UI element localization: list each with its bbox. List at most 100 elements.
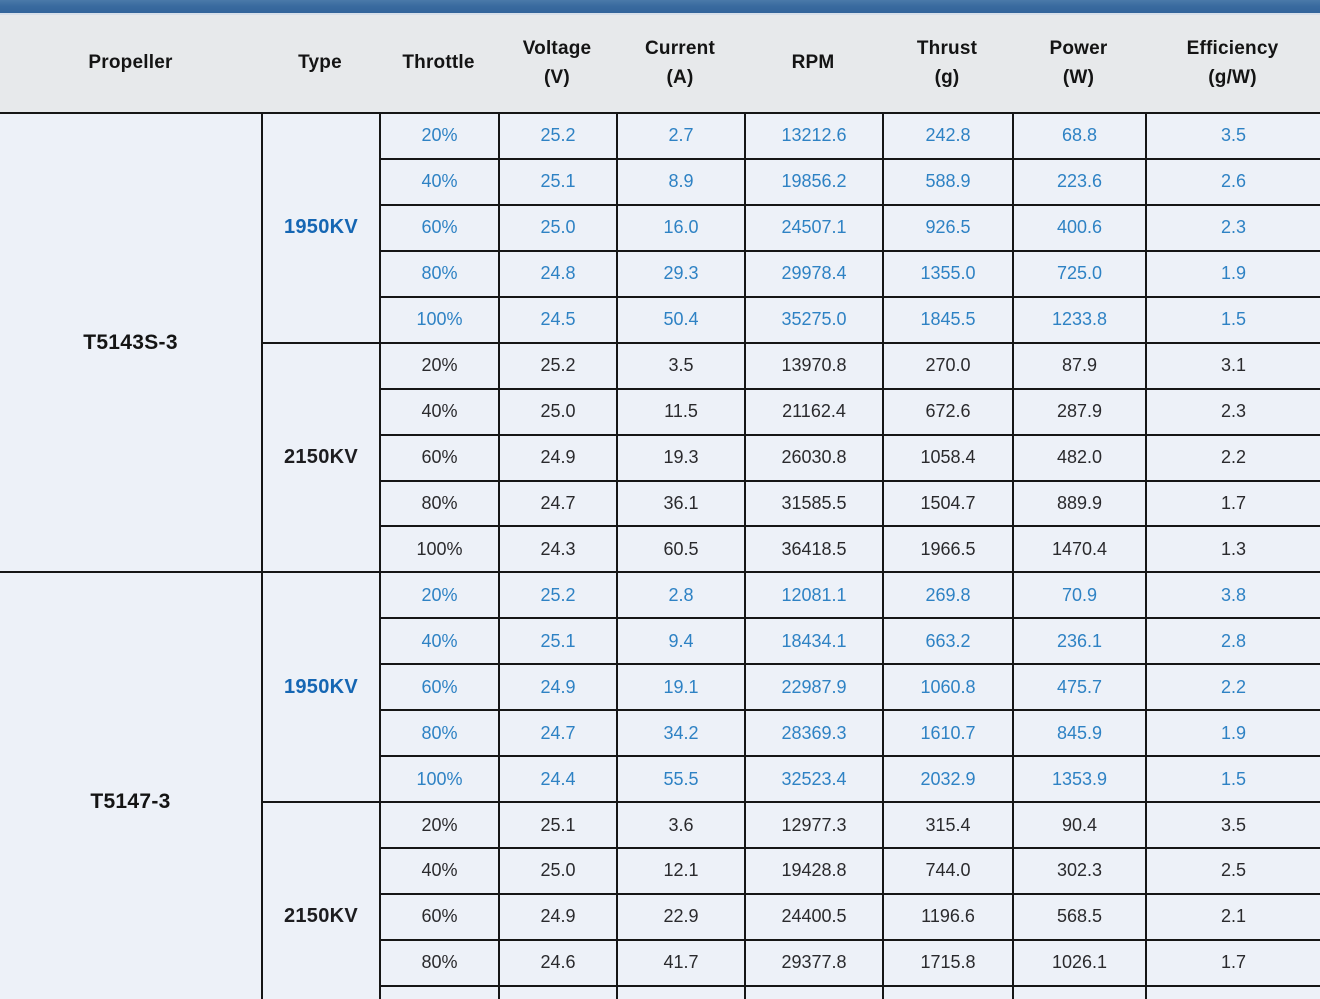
data-cell: 90.4 <box>1012 801 1145 847</box>
data-cell: 2.8 <box>1145 617 1320 664</box>
data-cell: 482.0 <box>1012 433 1145 480</box>
data-cell: 19.3 <box>616 433 744 480</box>
data-cell <box>379 984 498 999</box>
data-cell: 24.8 <box>498 249 616 296</box>
header-label: Propeller <box>88 52 173 74</box>
data-cell: 3.1 <box>1145 341 1320 388</box>
data-cell: 25.0 <box>498 387 616 434</box>
data-cell: 31585.5 <box>744 479 882 526</box>
data-cell: 55.5 <box>616 755 744 802</box>
data-cell: 100% <box>379 755 498 802</box>
data-cell: 41.7 <box>616 938 744 985</box>
data-cell: 663.2 <box>882 617 1012 664</box>
data-cell: 287.9 <box>1012 387 1145 434</box>
data-cell: 2.2 <box>1145 433 1320 480</box>
data-cell: 223.6 <box>1012 157 1145 204</box>
data-cell: 22987.9 <box>744 663 882 710</box>
data-cell: 80% <box>379 938 498 985</box>
data-cell: 889.9 <box>1012 479 1145 526</box>
col-header-type: Type <box>261 15 379 112</box>
data-cell: 242.8 <box>882 112 1012 158</box>
col-header-rpm: RPM <box>744 15 882 112</box>
data-cell: 400.6 <box>1012 203 1145 250</box>
data-cell: 80% <box>379 249 498 296</box>
data-cell: 1715.8 <box>882 938 1012 985</box>
data-cell: 270.0 <box>882 341 1012 388</box>
data-cell: 60% <box>379 433 498 480</box>
data-cell: 2.1 <box>1145 892 1320 939</box>
header-label: Efficiency <box>1186 38 1279 59</box>
data-cell: 1.5 <box>1145 755 1320 802</box>
data-cell: 24.5 <box>498 295 616 342</box>
data-cell: 475.7 <box>1012 663 1145 710</box>
data-cell: 29377.8 <box>744 938 882 985</box>
header-unit: (g) <box>934 66 960 88</box>
data-cell: 2.7 <box>616 112 744 158</box>
data-cell: 588.9 <box>882 157 1012 204</box>
data-cell: 40% <box>379 617 498 664</box>
type-cell: 1950KV <box>261 571 379 802</box>
data-cell: 2.8 <box>616 571 744 618</box>
header-label: Type <box>298 52 342 74</box>
data-cell: 22.9 <box>616 892 744 939</box>
data-cell: 25.2 <box>498 571 616 618</box>
data-cell: 50.4 <box>616 295 744 342</box>
data-cell: 1058.4 <box>882 433 1012 480</box>
data-cell: 1.9 <box>1145 709 1320 756</box>
data-cell: 60.5 <box>616 525 744 572</box>
header-unit: (g/W) <box>1208 66 1257 88</box>
data-cell: 236.1 <box>1012 617 1145 664</box>
data-cell: 24.7 <box>498 479 616 526</box>
data-cell: 40% <box>379 847 498 893</box>
data-cell: 24.6 <box>498 938 616 985</box>
data-cell: 28369.3 <box>744 709 882 756</box>
data-cell: 2.3 <box>1145 203 1320 250</box>
data-cell <box>498 984 616 999</box>
type-cell: 2150KV <box>261 341 379 572</box>
header-unit: (V) <box>544 66 570 88</box>
propeller-cell: T5143S-3 <box>0 112 261 572</box>
data-cell: 24400.5 <box>744 892 882 939</box>
data-cell: 8.9 <box>616 157 744 204</box>
data-cell: 926.5 <box>882 203 1012 250</box>
data-cell: 25.2 <box>498 341 616 388</box>
data-cell: 87.9 <box>1012 341 1145 388</box>
data-cell: 1.7 <box>1145 938 1320 985</box>
data-cell: 1504.7 <box>882 479 1012 526</box>
top-accent-bar <box>0 0 1320 15</box>
header-unit: (A) <box>666 66 694 88</box>
data-cell: 12081.1 <box>744 571 882 618</box>
data-cell: 1966.5 <box>882 525 1012 572</box>
col-header-thrust: Thrust (g) <box>882 15 1012 112</box>
data-cell: 2.5 <box>1145 847 1320 893</box>
data-cell: 20% <box>379 801 498 847</box>
data-cell: 60% <box>379 663 498 710</box>
data-cell: 26030.8 <box>744 433 882 480</box>
data-cell: 1470.4 <box>1012 525 1145 572</box>
data-cell: 1196.6 <box>882 892 1012 939</box>
data-cell: 13970.8 <box>744 341 882 388</box>
data-cell: 744.0 <box>882 847 1012 893</box>
data-cell: 2.2 <box>1145 663 1320 710</box>
header-label: Voltage <box>522 38 592 59</box>
header-label: Throttle <box>402 52 475 74</box>
data-cell: 25.1 <box>498 801 616 847</box>
header-label: Current <box>644 38 715 59</box>
data-cell: 24.9 <box>498 663 616 710</box>
data-cell: 35275.0 <box>744 295 882 342</box>
data-cell: 68.8 <box>1012 112 1145 158</box>
data-cell: 34.2 <box>616 709 744 756</box>
data-cell: 36.1 <box>616 479 744 526</box>
type-cell: 1950KV <box>261 112 379 342</box>
col-header-throttle: Throttle <box>379 15 498 112</box>
data-cell: 1060.8 <box>882 663 1012 710</box>
data-cell: 3.6 <box>616 801 744 847</box>
data-cell: 725.0 <box>1012 249 1145 296</box>
data-cell: 1355.0 <box>882 249 1012 296</box>
col-header-power: Power (W) <box>1012 15 1145 112</box>
data-cell: 24.7 <box>498 709 616 756</box>
data-cell: 32523.4 <box>744 755 882 802</box>
data-cell: 25.0 <box>498 847 616 893</box>
header-label: Power <box>1049 38 1108 59</box>
